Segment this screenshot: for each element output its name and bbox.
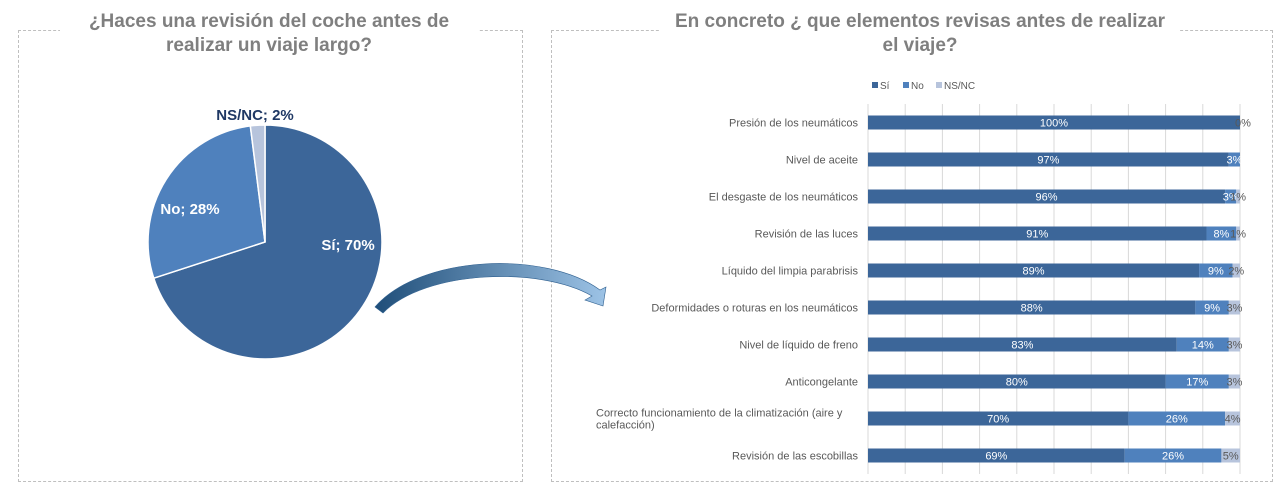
- pie-data-label: No; 28%: [160, 201, 219, 218]
- bar-data-label: 80%: [1006, 377, 1028, 389]
- bar-data-label: 3%: [1226, 155, 1242, 167]
- curved-arrow-icon: [374, 263, 607, 314]
- category-label: Líquido del limpia parabrisis: [722, 266, 859, 278]
- legend-label: No: [911, 81, 924, 92]
- bar-segment-no: [1165, 374, 1229, 389]
- bar-chart-title: En concreto ¿ que elementos revisas ante…: [660, 10, 1180, 58]
- bar-segment-nsnc: [1228, 374, 1240, 389]
- bar-data-label: 3%: [1223, 192, 1239, 204]
- bar-data-label: 1%: [1230, 192, 1246, 204]
- category-label: Deformidades o roturas en los neumáticos: [651, 303, 858, 315]
- bar-data-label: 3%: [1226, 340, 1242, 352]
- bar-data-label: 4%: [1225, 414, 1241, 426]
- bar-segment-si: [868, 300, 1196, 315]
- bar-data-label: 9%: [1204, 303, 1220, 315]
- legend-swatch: [903, 82, 909, 88]
- legend-label: NS/NC: [944, 81, 975, 92]
- bar-segment-si: [868, 226, 1207, 241]
- bar-segment-si: [868, 374, 1166, 389]
- bar-data-label: 2%: [1228, 266, 1244, 278]
- bar-data-label: 9%: [1208, 266, 1224, 278]
- bar-data-label: 96%: [1036, 192, 1058, 204]
- pie-slice-sí: [152, 124, 383, 360]
- bar-data-label: 8%: [1213, 229, 1229, 241]
- bar-data-label: 26%: [1162, 451, 1184, 463]
- pie-chart-title: ¿Haces una revisión del coche antes de r…: [60, 10, 478, 58]
- pie-data-label: Sí; 70%: [321, 237, 374, 254]
- bar-segment-nsnc: [1221, 448, 1240, 463]
- bar-segment-si: [868, 263, 1200, 278]
- bar-segment-si: [868, 152, 1229, 167]
- bar-segment-nsnc: [1228, 300, 1240, 315]
- bar-data-label: 70%: [987, 414, 1009, 426]
- bar-segment-nsnc: [1232, 263, 1240, 278]
- bar-data-label: 14%: [1192, 340, 1214, 352]
- bar-data-label: 5%: [1223, 451, 1239, 463]
- bar-segment-no: [1206, 226, 1237, 241]
- pie-data-label: NS/NC; 2%: [216, 107, 294, 124]
- bar-segment-si: [868, 448, 1125, 463]
- bar-data-label: 17%: [1186, 377, 1208, 389]
- bar-data-label: 69%: [985, 451, 1007, 463]
- legend-swatch: [872, 82, 878, 88]
- legend-swatch: [936, 82, 942, 88]
- bar-segment-si: [868, 411, 1129, 426]
- bar-segment-no: [1199, 263, 1233, 278]
- pie-slice-ns-nc: [249, 124, 266, 243]
- bar-data-label: 3%: [1226, 377, 1242, 389]
- bar-segment-si: [868, 337, 1177, 352]
- pie-chart: Sí; 70% No; 28% NS/NC; 2%: [147, 107, 383, 360]
- pie-slice-no: [147, 125, 266, 280]
- category-label: Nivel de líquido de freno: [739, 340, 858, 352]
- bar-data-label: 88%: [1021, 303, 1043, 315]
- bar-data-label: 3%: [1226, 303, 1242, 315]
- bar-segment-si: [868, 115, 1240, 130]
- bar-segment-no: [1195, 300, 1229, 315]
- bar-segment-no: [1176, 337, 1229, 352]
- bar-segment-nsnc: [1236, 226, 1240, 241]
- category-label: Nivel de aceite: [786, 155, 858, 167]
- bar-segment-nsnc: [1236, 189, 1240, 204]
- category-label: Revisión de las luces: [755, 229, 859, 241]
- bar-data-label: 83%: [1011, 340, 1033, 352]
- bar-segment-no: [1228, 152, 1240, 167]
- legend-label: Sí: [880, 81, 890, 92]
- bar-data-label: 91%: [1026, 229, 1048, 241]
- bar-chart: Sí No NS/NC Presión de los neumáticos 100% 0%…: [596, 81, 1251, 474]
- category-label: Anticongelante: [785, 377, 858, 389]
- bar-data-label: 1%: [1230, 229, 1246, 241]
- bar-data-label: 100%: [1040, 118, 1068, 130]
- bar-segment-si: [868, 189, 1226, 204]
- bar-segment-no: [1225, 189, 1237, 204]
- bar-data-label: 0%: [1235, 118, 1251, 130]
- bar-segment-nsnc: [1228, 337, 1240, 352]
- bar-data-label: 26%: [1166, 414, 1188, 426]
- bar-segment-nsnc: [1225, 411, 1240, 426]
- category-label: Presión de los neumáticos: [729, 118, 859, 130]
- bar-data-label: 89%: [1023, 266, 1045, 278]
- bar-segment-no: [1128, 411, 1226, 426]
- bar-data-label: 97%: [1037, 155, 1059, 167]
- category-label: Revisión de las escobillas: [732, 451, 858, 463]
- category-label: Correcto funcionamiento de la climatizac…: [596, 408, 843, 432]
- bar-segment-no: [1124, 448, 1222, 463]
- category-label: El desgaste de los neumáticos: [709, 192, 859, 204]
